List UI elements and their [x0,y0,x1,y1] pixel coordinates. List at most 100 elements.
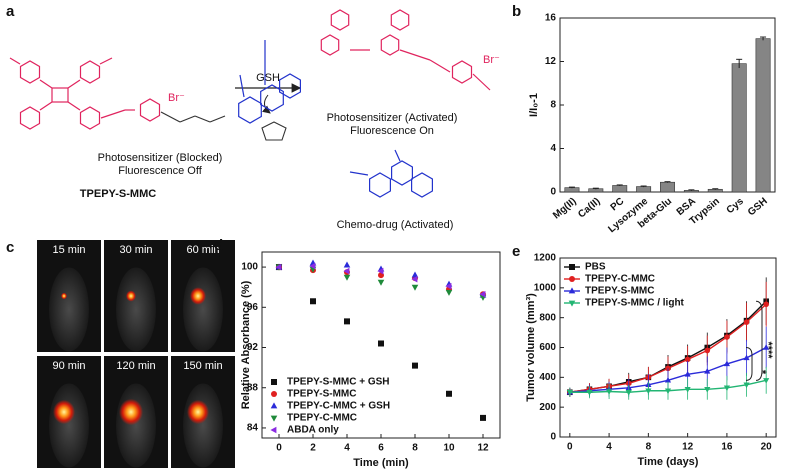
ring [390,9,410,31]
ring [391,160,413,186]
bracket [755,300,763,381]
fluorescence-spot [119,398,143,426]
y-tick-label: 1000 [534,282,557,293]
ring [19,60,41,84]
bond [67,79,81,89]
ring [330,9,350,31]
y-tick-label: 92 [247,342,259,353]
significance: * [756,370,768,375]
bond [160,111,181,123]
ring [139,98,161,122]
marker [310,298,316,305]
time-label: 90 min [52,360,85,372]
reagent: GSH [256,72,280,84]
marker [723,360,730,367]
marker [411,284,419,291]
legend-label: TPEPY-S-MMC [287,389,356,400]
y-tick-label: 600 [539,342,556,353]
counterion: Br⁻ [483,54,500,66]
y-tick-label: 16 [545,13,557,24]
marker [377,279,385,286]
time-label: 150 min [183,360,222,372]
marker [445,282,452,290]
ring [79,60,101,84]
marker [270,426,277,434]
marker [763,301,769,308]
legend-label: TPEPY-S-MMC + GSH [287,377,390,388]
x-tick-label: 2 [310,443,316,454]
time-label: 60 min [186,244,219,256]
bond [209,115,226,123]
y-tick-label: 96 [247,302,259,313]
caption: Fluorescence On [350,125,434,137]
marker [684,356,691,363]
x-tick-label: 10 [443,443,455,454]
marker [763,344,770,350]
fluorescence-spot [187,399,209,425]
marker [664,388,672,395]
ring [279,73,301,99]
y-tick-label: 0 [550,187,556,198]
bar [636,186,652,193]
marker [569,264,575,270]
y-tick-label: 400 [539,372,556,383]
marker [704,387,711,393]
bond [472,73,491,91]
bond [99,57,113,65]
legend-label: PBS [585,262,606,273]
x-tick-label: 8 [412,443,418,454]
marker [664,376,672,383]
x-tick-label: GSH [746,196,770,218]
x-tick-label: 12 [682,442,694,453]
marker [446,390,452,397]
ring [260,84,284,112]
bar [564,187,580,193]
bond [100,109,126,119]
x-axis-label: Time (min) [353,457,409,469]
panel-label: a [6,3,15,20]
x-tick-label: PC [609,196,627,213]
marker [723,385,730,392]
curved-arrow [262,94,271,114]
scheme: a GSH Photosensitizer (Blocked) Fluoresc… [6,3,500,231]
fluorescence-spot [53,399,75,425]
x-tick-label: 0 [567,442,573,453]
marker [271,391,277,397]
marker [412,362,418,369]
mouse-silhouette [49,267,89,352]
marker [480,414,486,421]
marker [586,390,593,396]
x-tick-label: 0 [276,443,282,454]
bond [429,59,451,73]
marker [343,274,351,281]
marker [684,370,691,377]
x-tick-label: Cys [725,196,746,217]
bar [755,38,771,193]
legend-label: TPEPY-S-MMC / light [585,298,685,309]
ring [411,172,433,198]
x-tick-label: 4 [606,442,612,453]
y-axis-label: I/I₀-1 [528,93,540,117]
marker [343,261,351,268]
legend-label: TPEPY-C-MMC + GSH [287,401,390,412]
marker [606,389,613,395]
x-tick-label: Mg(II) [551,196,578,222]
counterion: Br⁻ [168,92,185,104]
marker [569,276,575,282]
ring [369,172,391,198]
x-tick-label: 12 [477,443,489,454]
bar [731,63,747,193]
image-panel: c 15 min 30 min 60 min 90 min 120 min 150 min [6,239,235,468]
y-tick-label: 4 [550,143,556,154]
legend-label: ABDA only [287,425,339,436]
mouse-silhouette [116,267,156,352]
x-tick-label: 16 [721,442,733,453]
marker [763,378,770,384]
x-tick-label: 4 [344,443,350,454]
legend-label: TPEPY-S-MMC [585,286,654,297]
marker [344,318,350,325]
bond [239,74,245,98]
x-tick-label: 6 [378,443,384,454]
fluorescence-spot [61,292,67,300]
